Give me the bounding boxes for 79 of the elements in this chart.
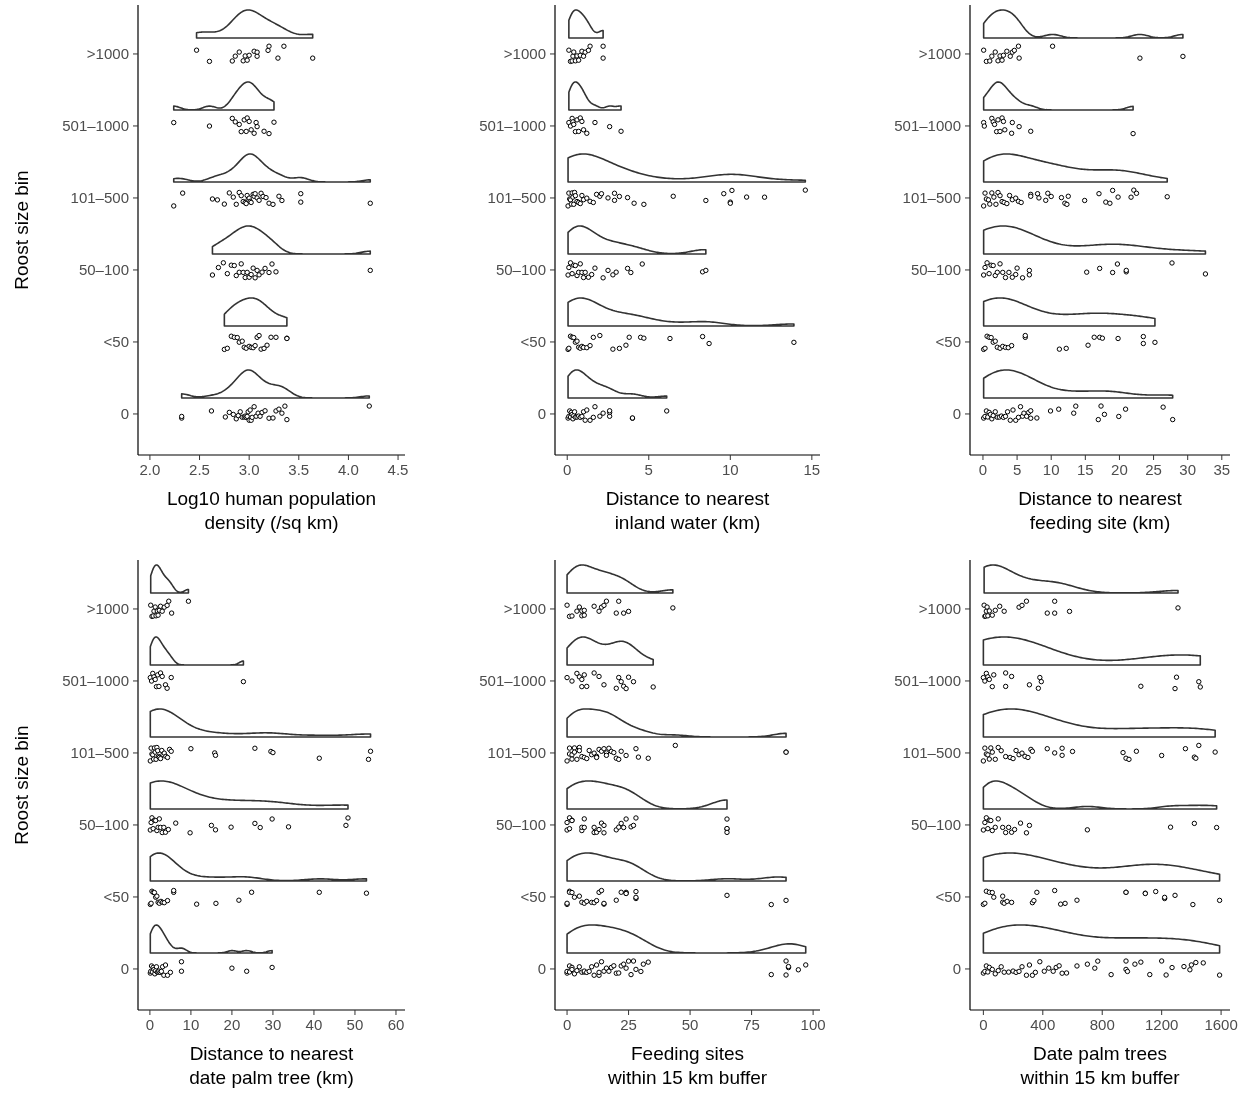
y-tick-label: >1000 <box>918 599 961 617</box>
y-tick-label: 101–500 <box>902 743 961 761</box>
y-tick-label: 101–500 <box>70 743 129 761</box>
y-tick-label: 0 <box>952 404 961 422</box>
x-tick-label: 0 <box>562 1016 572 1033</box>
x-tick-label: 30 <box>264 1016 282 1033</box>
y-tick-label: <50 <box>520 332 546 350</box>
x-axis-title: Distance to nearest inland water (km) <box>605 488 771 533</box>
x-tick-label: 25 <box>1145 461 1162 478</box>
x-tick-label: 1200 <box>1144 1016 1179 1033</box>
x-tick-label: 400 <box>1030 1016 1056 1033</box>
x-tick-label: 35 <box>1213 461 1231 478</box>
x-tick-label: 15 <box>1076 461 1094 478</box>
y-tick-label: 101–500 <box>487 188 546 206</box>
y-tick-label: <50 <box>103 887 129 905</box>
y-tick-label: >1000 <box>918 44 961 62</box>
x-axis-title: Distance to nearest feeding site (km) <box>1018 488 1183 533</box>
y-tick-label: 0 <box>120 404 129 422</box>
x-tick-label: 30 <box>1179 461 1197 478</box>
y-tick-label: 50–100 <box>78 815 129 833</box>
x-tick-label: 3.5 <box>288 461 310 478</box>
y-tick-label: 501–1000 <box>62 116 129 134</box>
y-tick-label: <50 <box>520 887 546 905</box>
x-axis-title: Distance to nearest date palm tree (km) <box>189 1043 355 1088</box>
x-tick-label: 25 <box>620 1016 637 1033</box>
y-tick-label: 0 <box>537 404 546 422</box>
x-tick-label: 100 <box>800 1016 826 1033</box>
y-tick-label: 0 <box>120 959 129 977</box>
y-tick-label: 50–100 <box>495 260 546 278</box>
y-tick-label: <50 <box>935 332 961 350</box>
y-tick-label: >1000 <box>503 599 546 617</box>
y-tick-label: 501–1000 <box>479 116 546 134</box>
y-tick-label: 50–100 <box>910 260 961 278</box>
y-tick-label: <50 <box>935 887 961 905</box>
x-tick-label: 4.5 <box>387 461 409 478</box>
y-tick-label: 501–1000 <box>894 116 961 134</box>
y-tick-label: 0 <box>952 959 961 977</box>
x-tick-label: 15 <box>803 461 821 478</box>
y-tick-label: 101–500 <box>902 188 961 206</box>
y-tick-label: >1000 <box>503 44 546 62</box>
x-tick-label: 50 <box>346 1016 364 1033</box>
y-tick-label: 0 <box>537 959 546 977</box>
x-tick-label: 0 <box>563 461 572 478</box>
x-tick-label: 60 <box>387 1016 405 1033</box>
x-tick-label: 2.0 <box>139 461 161 478</box>
x-tick-label: 5 <box>644 461 653 478</box>
x-axis-title: Log10 human population density (/sq km) <box>166 488 377 533</box>
x-tick-label: 10 <box>182 1016 200 1033</box>
y-tick-label: 501–1000 <box>62 671 129 689</box>
y-tick-label: 501–1000 <box>479 671 546 689</box>
y-tick-label: <50 <box>103 332 129 350</box>
x-tick-label: 20 <box>1111 461 1128 478</box>
x-tick-label: 0 <box>978 461 988 478</box>
y-axis-title: Roost size bin <box>11 170 32 290</box>
x-tick-label: 10 <box>721 461 739 478</box>
x-tick-label: 0 <box>979 1016 988 1033</box>
x-tick-label: 3.0 <box>238 461 260 478</box>
x-tick-label: 20 <box>223 1016 241 1033</box>
y-tick-label: >1000 <box>86 44 129 62</box>
y-tick-label: >1000 <box>86 599 129 617</box>
x-tick-label: 5 <box>1012 461 1022 478</box>
x-tick-label: 1600 <box>1204 1016 1238 1033</box>
y-axis-title: Roost size bin <box>11 725 32 845</box>
x-tick-label: 50 <box>681 1016 699 1033</box>
x-tick-label: 10 <box>1042 461 1060 478</box>
y-tick-label: 50–100 <box>495 815 546 833</box>
y-tick-label: 50–100 <box>910 815 961 833</box>
x-tick-label: 0 <box>145 1016 155 1033</box>
x-axis-title: Date palm trees within 15 km buffer <box>1019 1043 1181 1088</box>
y-tick-label: 50–100 <box>78 260 129 278</box>
y-tick-label: 501–1000 <box>894 671 961 689</box>
x-tick-label: 40 <box>305 1016 323 1033</box>
x-tick-label: 2.5 <box>189 461 210 478</box>
y-tick-label: 101–500 <box>487 743 546 761</box>
x-tick-label: 4.0 <box>337 461 359 478</box>
x-axis-title: Feeding sites within 15 km buffer <box>606 1043 768 1088</box>
x-tick-label: 800 <box>1089 1016 1115 1033</box>
x-tick-label: 75 <box>743 1016 760 1033</box>
y-tick-label: 101–500 <box>70 188 129 206</box>
